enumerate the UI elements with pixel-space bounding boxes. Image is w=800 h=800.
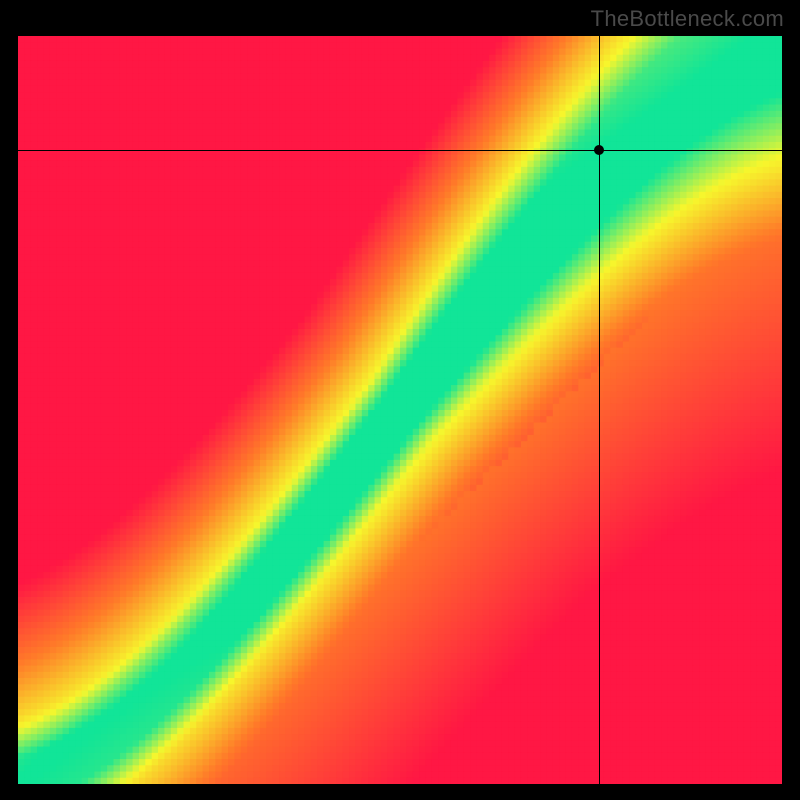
heatmap-plot-area (18, 36, 782, 784)
heatmap-canvas (18, 36, 782, 784)
crosshair-horizontal (18, 150, 782, 151)
crosshair-marker (594, 145, 604, 155)
watermark-text: TheBottleneck.com (591, 6, 784, 32)
chart-container: TheBottleneck.com (0, 0, 800, 800)
